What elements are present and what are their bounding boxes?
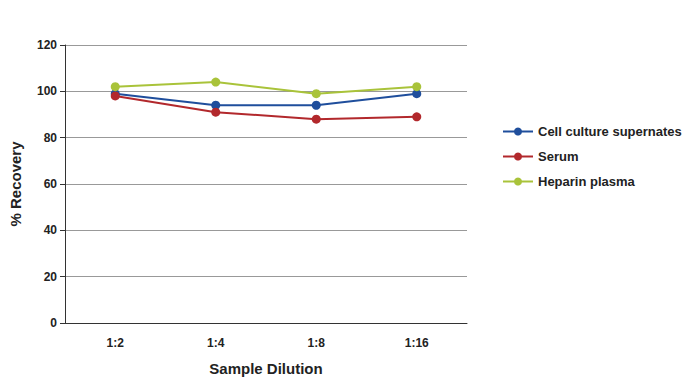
svg-text:1:2: 1:2 xyxy=(107,336,125,350)
svg-text:Heparin plasma: Heparin plasma xyxy=(538,174,636,189)
svg-text:Cell culture supernates: Cell culture supernates xyxy=(538,124,682,139)
svg-text:40: 40 xyxy=(44,223,58,237)
svg-text:Serum: Serum xyxy=(538,149,578,164)
svg-text:100: 100 xyxy=(37,84,57,98)
svg-text:Sample Dilution: Sample Dilution xyxy=(209,360,322,377)
svg-text:1:4: 1:4 xyxy=(207,336,225,350)
svg-text:120: 120 xyxy=(37,38,57,52)
svg-text:0: 0 xyxy=(50,316,57,330)
svg-text:80: 80 xyxy=(44,131,58,145)
svg-text:1:8: 1:8 xyxy=(308,336,326,350)
svg-text:60: 60 xyxy=(44,177,58,191)
svg-text:20: 20 xyxy=(44,270,58,284)
svg-text:% Recovery: % Recovery xyxy=(7,141,24,227)
svg-text:1:16: 1:16 xyxy=(405,336,429,350)
